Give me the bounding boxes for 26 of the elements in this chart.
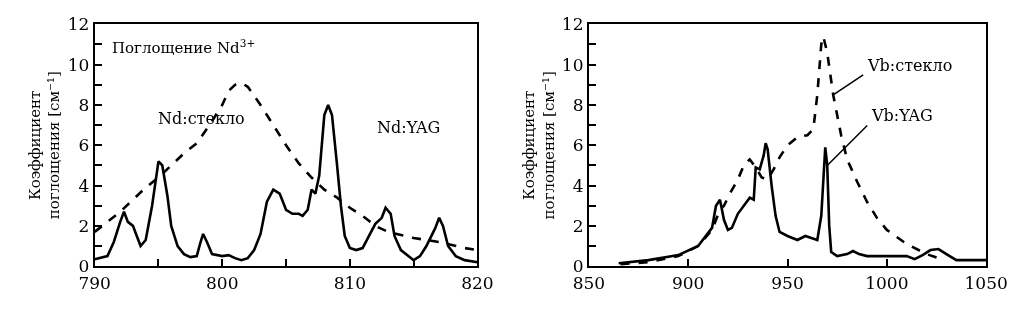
y-axis-title: Коэффициент поглощения [см⁻¹]: [25, 71, 64, 220]
x-tick-label: 820: [461, 272, 494, 293]
y-tick-label: 2: [78, 215, 90, 236]
y-tick-label: 4: [78, 175, 90, 196]
text: Nd:YAG: [377, 118, 441, 137]
y-axis-title: Коэффициент поглощения [см⁻¹]: [520, 71, 558, 220]
y-tick-label: 8: [572, 94, 584, 115]
y-tick-label: 6: [572, 135, 584, 156]
y-tick-label: 10: [561, 54, 584, 75]
y-tick-label: 2: [572, 215, 584, 236]
y-tick-label: 6: [78, 135, 90, 156]
y-tick-label: 12: [561, 14, 584, 35]
text: Vb:стекло: [867, 56, 953, 75]
y-tick-label: 10: [67, 54, 90, 75]
x-tick-label: 800: [206, 272, 239, 293]
series-label: Nd:стекло: [158, 109, 245, 128]
x-tick-label: 1050: [964, 272, 1008, 293]
annotation: Поглощение Nd$^{3+}$: [112, 37, 256, 58]
text: Vb:YAG: [871, 106, 933, 125]
x-tick-label: 950: [771, 272, 804, 293]
x-tick-label: 1000: [865, 272, 909, 293]
x-tick-label: 900: [671, 272, 705, 293]
y-tick-label: 8: [78, 94, 90, 115]
y-tick-label: 4: [572, 175, 584, 196]
x-tick-label: 810: [333, 272, 367, 293]
y-tick-label: 12: [67, 14, 90, 35]
